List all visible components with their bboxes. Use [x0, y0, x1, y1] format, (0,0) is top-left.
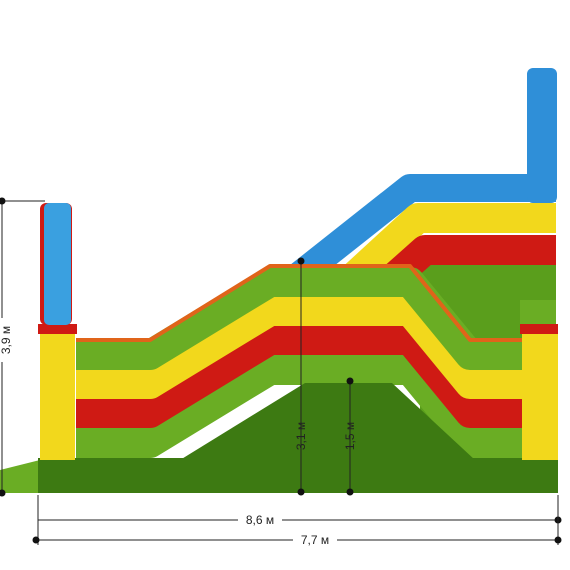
front-ramp — [0, 460, 40, 493]
dim-label: 8,6 м — [246, 513, 274, 527]
dim-dot — [554, 536, 562, 544]
stripe-yellow — [76, 296, 522, 399]
dim-label: 3,1 м — [294, 422, 308, 450]
stripe-red — [76, 325, 522, 428]
dim-label: 3,9 м — [0, 326, 13, 354]
label-bg — [238, 512, 282, 528]
stripe-green-low — [76, 355, 522, 458]
right-tube — [527, 68, 557, 203]
front-slide — [76, 264, 522, 458]
dim-label: 7,7 м — [301, 533, 329, 547]
left-cap — [38, 324, 77, 334]
label-bg — [0, 318, 15, 362]
dim-dot — [297, 488, 305, 496]
label-bg — [293, 532, 337, 548]
right-pillar — [522, 332, 558, 460]
dim-label: 1,5 м — [343, 422, 357, 450]
left-pillar — [40, 332, 75, 460]
hill — [180, 383, 475, 460]
dim-dot — [0, 197, 6, 205]
dim-dot — [297, 257, 305, 265]
top-edge — [76, 264, 522, 342]
back-blue — [291, 174, 556, 286]
dimensions — [0, 197, 562, 548]
base — [38, 458, 558, 493]
dim-dot — [346, 488, 354, 496]
dim-dot — [0, 489, 6, 497]
right-cap — [520, 324, 558, 334]
back-yellow — [334, 203, 556, 297]
left-tube — [44, 203, 71, 325]
dim-dot — [346, 377, 354, 385]
stripe-green-top — [76, 267, 522, 370]
dim-dot — [32, 536, 40, 544]
